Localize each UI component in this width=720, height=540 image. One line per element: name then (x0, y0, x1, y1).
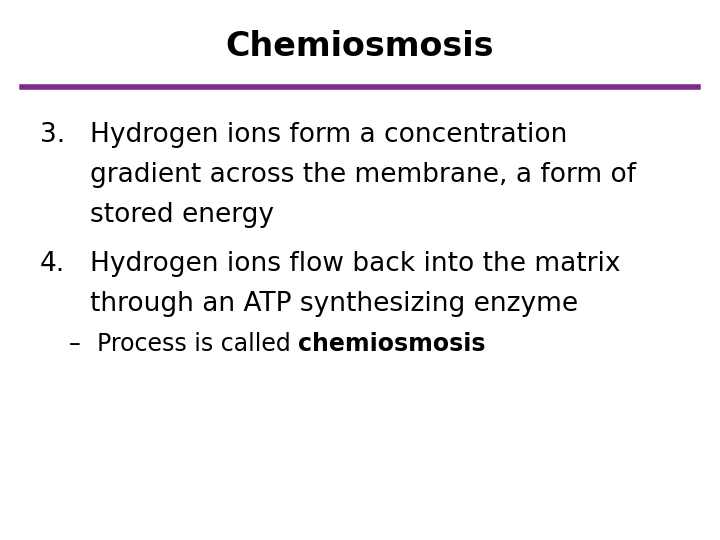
Text: Hydrogen ions flow back into the matrix: Hydrogen ions flow back into the matrix (90, 251, 621, 277)
Text: 3.: 3. (40, 122, 65, 147)
Text: gradient across the membrane, a form of: gradient across the membrane, a form of (90, 162, 636, 188)
Text: Chemiosmosis: Chemiosmosis (226, 30, 494, 63)
Text: Hydrogen ions form a concentration: Hydrogen ions form a concentration (90, 122, 567, 147)
Text: –: – (68, 332, 80, 356)
Text: stored energy: stored energy (90, 202, 274, 228)
Text: through an ATP synthesizing enzyme: through an ATP synthesizing enzyme (90, 291, 578, 316)
Text: chemiosmosis: chemiosmosis (299, 332, 486, 356)
Text: Process is called: Process is called (97, 332, 299, 356)
Text: 4.: 4. (40, 251, 65, 277)
